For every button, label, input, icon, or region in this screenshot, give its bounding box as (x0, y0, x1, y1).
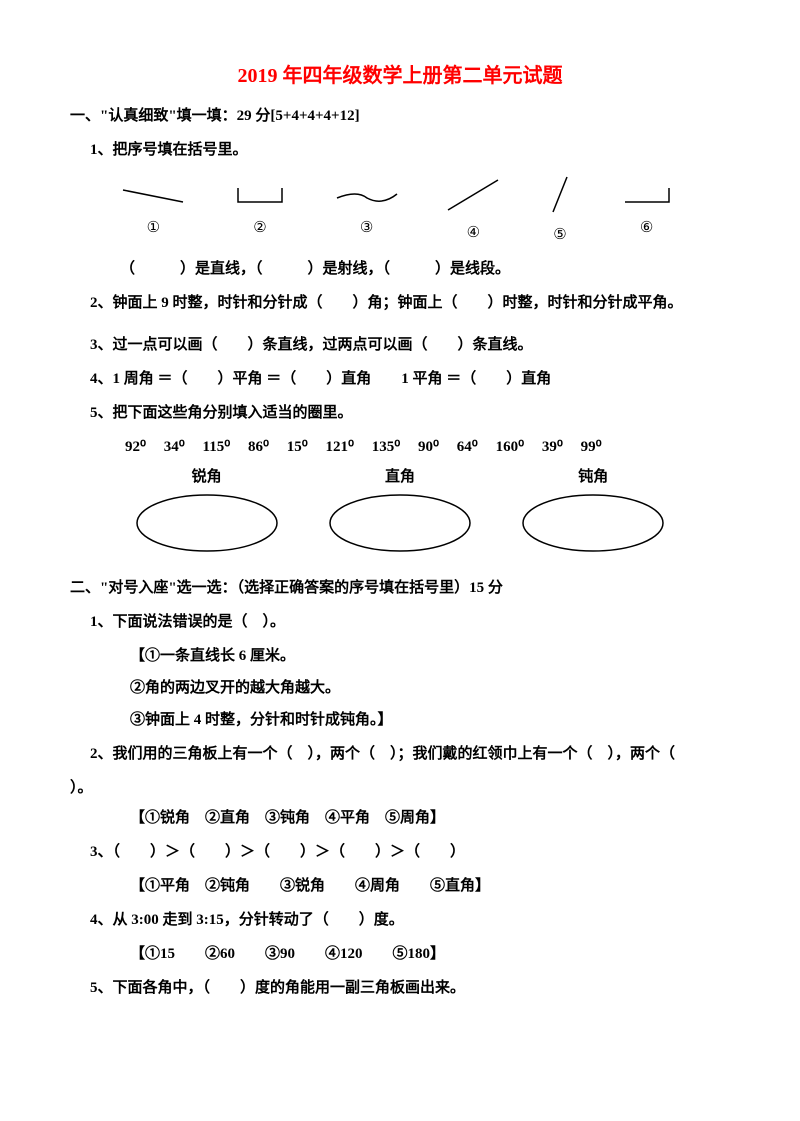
angle-value: 90⁰ (418, 439, 439, 455)
shape-label-3: ③ (360, 216, 373, 240)
q3-text: 3、过一点可以画（ ）条直线，过两点可以画（ ）条直线。 (90, 333, 730, 357)
s2-q5: 5、下面各角中，（ ）度的角能用一副三角板画出来。 (90, 976, 730, 1000)
shape-3: ③ (322, 180, 412, 240)
page-title: 2019 年四年级数学上册第二单元试题 (70, 60, 730, 92)
s2-q3-opt: 【①平角 ②钝角 ③锐角 ④周角 ⑤直角】 (130, 874, 730, 898)
shape-1: ① (108, 180, 198, 240)
ellipse-label: 钝角 (518, 465, 668, 489)
ellipse-label: 锐角 (132, 465, 282, 489)
angles-list: 92⁰ 34⁰ 115⁰ 86⁰ 15⁰ 121⁰ 135⁰ 90⁰ 64⁰ 1… (125, 435, 730, 459)
section-1-head: 一、"认真细致"填一填：29 分[5+4+4+4+12] (70, 104, 730, 128)
angle-value: 64⁰ (457, 439, 478, 455)
q4-text: 4、1 周角 ＝（ ）平角 ＝（ ）直角 1 平角 ＝（ ）直角 (90, 367, 730, 391)
s2-q2-opt: 【①锐角 ②直角 ③钝角 ④平角 ⑤周角】 (130, 806, 730, 830)
s2-q4-opt: 【①15 ②60 ③90 ④120 ⑤180】 (130, 942, 730, 966)
shapes-row: ① ② ③ ④ ⑤ ⑥ (100, 172, 700, 247)
shape-5: ⑤ (535, 172, 585, 247)
shape-label-6: ⑥ (640, 216, 653, 240)
angle-value: 34⁰ (164, 439, 185, 455)
s2-q1c: ③钟面上 4 时整，分针和时针成钝角。】 (130, 708, 730, 732)
angle-value: 99⁰ (581, 439, 602, 455)
angle-value: 39⁰ (542, 439, 563, 455)
s2-q2a: 2、我们用的三角板上有一个（ ），两个（ ）；我们戴的红领巾上有一个（ ），两个… (90, 742, 730, 766)
shape-2: ② (215, 180, 305, 240)
q1-text: 1、把序号填在括号里。 (90, 138, 730, 162)
shape-6: ⑥ (602, 180, 692, 240)
shape-label-4: ④ (467, 221, 480, 245)
angle-value: 135⁰ (372, 439, 401, 455)
q2-text: 2、钟面上 9 时整，时针和分针成（ ）角；钟面上（ ）时整，时针和分针成平角。 (90, 291, 730, 315)
ellipse-acute: 锐角 (132, 465, 282, 562)
angle-value: 115⁰ (203, 439, 231, 455)
ellipse-right: 直角 (325, 465, 475, 562)
angle-value: 92⁰ (125, 439, 146, 455)
shape-label-2: ② (253, 216, 266, 240)
s2-q2b: ）。 (70, 776, 730, 800)
q1-fill: （ ）是直线，（ ）是射线，（ ）是线段。 (120, 257, 730, 281)
ellipse-obtuse: 钝角 (518, 465, 668, 562)
ellipse-label: 直角 (325, 465, 475, 489)
s2-q3: 3、（ ）＞（ ）＞（ ）＞（ ）＞（ ） (90, 840, 730, 864)
q5-text: 5、把下面这些角分别填入适当的圈里。 (90, 401, 730, 425)
angle-value: 15⁰ (287, 439, 308, 455)
shape-label-1: ① (147, 216, 160, 240)
s2-q1b: ②角的两边叉开的越大角越大。 (130, 676, 730, 700)
s2-q4: 4、从 3:00 走到 3:15，分针转动了（ ）度。 (90, 908, 730, 932)
section-2-head: 二、"对号入座"选一选：（选择正确答案的序号填在括号里）15 分 (70, 576, 730, 600)
shape-4: ④ (428, 175, 518, 245)
s2-q1a: 【①一条直线长 6 厘米。 (130, 644, 730, 668)
s2-q1: 1、下面说法错误的是（ ）。 (90, 610, 730, 634)
shape-label-5: ⑤ (553, 223, 566, 247)
angle-value: 160⁰ (496, 439, 525, 455)
angle-value: 86⁰ (248, 439, 269, 455)
ellipse-row: 锐角 直角 钝角 (110, 465, 690, 562)
angle-value: 121⁰ (326, 439, 355, 455)
